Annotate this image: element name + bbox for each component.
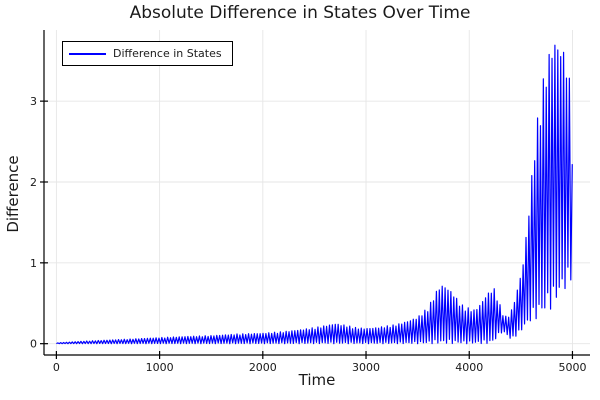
x-axis-label: Time xyxy=(298,371,336,389)
legend-line-sample xyxy=(69,52,106,55)
difference-series-line xyxy=(56,44,573,345)
x-tick-label: 1000 xyxy=(146,361,174,374)
x-tick-label: 0 xyxy=(53,361,60,374)
y-tick-label: 3 xyxy=(30,95,37,108)
chart-title: Absolute Difference in States Over Time xyxy=(129,3,471,23)
y-axis-label: Difference xyxy=(4,155,22,233)
y-tick-label: 1 xyxy=(30,257,37,270)
legend-series-label: Difference in States xyxy=(113,47,222,60)
x-tick-label: 5000 xyxy=(558,361,586,374)
x-tick-label: 2000 xyxy=(249,361,277,374)
x-tick-label: 4000 xyxy=(455,361,483,374)
y-tick-label: 2 xyxy=(30,176,37,189)
legend: Difference in States xyxy=(62,41,233,66)
x-tick-label: 3000 xyxy=(352,361,380,374)
y-tick-label: 0 xyxy=(30,338,37,351)
